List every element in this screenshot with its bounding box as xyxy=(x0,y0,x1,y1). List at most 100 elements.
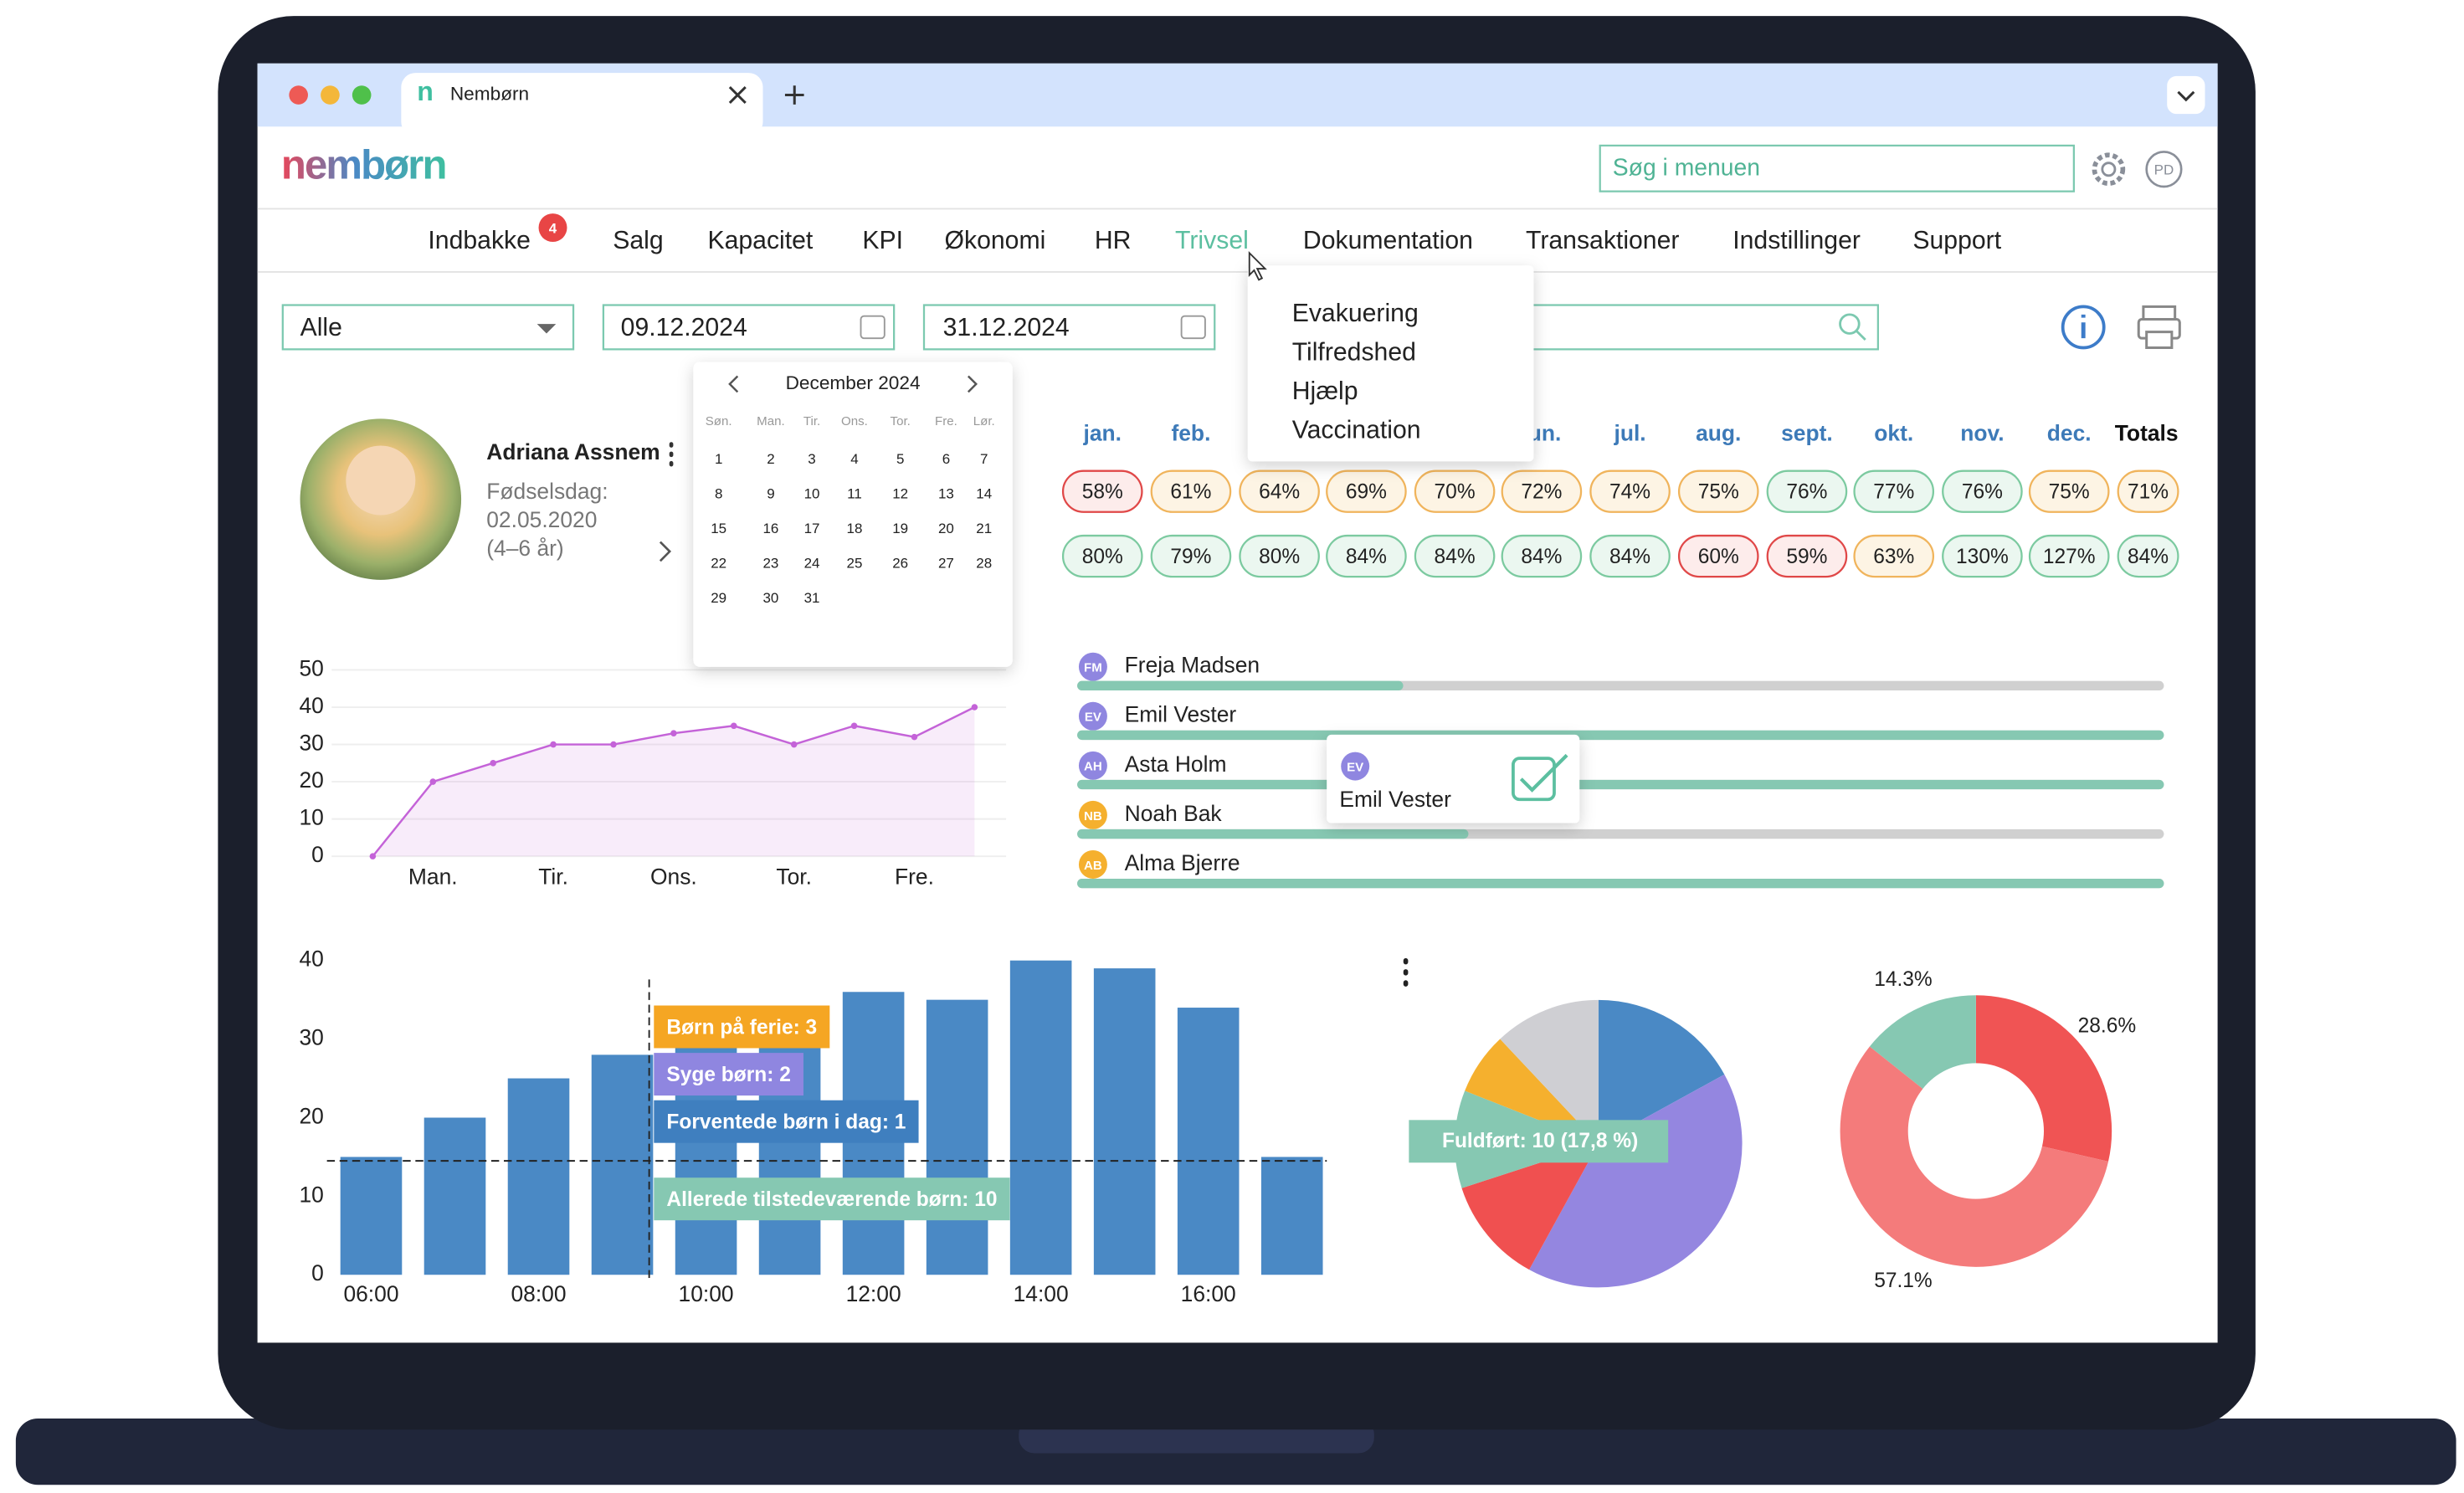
calendar-day[interactable]: 15 xyxy=(711,521,726,536)
annotation: Forventede børn i dag: 1 xyxy=(666,1111,906,1134)
calendar-day[interactable]: 28 xyxy=(976,556,992,572)
calendar-day[interactable]: 16 xyxy=(763,521,779,536)
calendar-day[interactable]: 9 xyxy=(767,485,774,501)
point xyxy=(429,778,437,785)
attendance-cell: 69% xyxy=(1346,481,1387,504)
avatar-initials: AB xyxy=(1084,859,1102,873)
nav-item[interactable]: Indstillinger xyxy=(1732,227,1861,254)
avatar-initials: EV xyxy=(1085,711,1101,725)
calendar-day[interactable]: 19 xyxy=(892,521,908,536)
nav-item[interactable]: Indbakke xyxy=(428,227,531,254)
attendance-pill xyxy=(1589,534,1671,578)
calendar-popup xyxy=(693,362,1013,667)
bar xyxy=(340,1157,403,1275)
user-avatar[interactable] xyxy=(2145,151,2183,188)
calendar-day[interactable]: 1 xyxy=(715,451,722,467)
settings-icon[interactable] xyxy=(2092,152,2126,187)
calendar-day[interactable]: 18 xyxy=(847,521,863,536)
calendar-day[interactable]: 11 xyxy=(847,485,862,501)
nav-item[interactable]: Økonomi xyxy=(945,227,1046,254)
calendar-day[interactable]: 13 xyxy=(938,485,954,501)
point xyxy=(369,853,377,859)
month-header: okt. xyxy=(1874,420,1913,445)
calendar-icon[interactable] xyxy=(1180,315,1206,340)
calendar-day[interactable]: 3 xyxy=(808,451,815,467)
child-name: Noah Bak xyxy=(1125,801,1223,826)
calendar-day[interactable]: 8 xyxy=(715,485,722,501)
calendar-day[interactable]: 23 xyxy=(763,556,779,572)
calendar-day[interactable]: 14 xyxy=(976,485,992,501)
avatar xyxy=(1078,701,1107,731)
calendar-day[interactable]: 4 xyxy=(850,451,858,467)
progress-bar xyxy=(1077,730,2164,741)
point xyxy=(670,730,677,736)
calendar-day[interactable]: 24 xyxy=(804,556,820,572)
calendar-prev[interactable] xyxy=(728,375,739,393)
calendar-day[interactable]: 31 xyxy=(804,590,820,606)
calendar-next[interactable] xyxy=(967,375,978,393)
tab-menu-button[interactable] xyxy=(2167,75,2205,115)
calendar-day[interactable]: 27 xyxy=(938,556,954,572)
attendance-pill xyxy=(1414,469,1496,513)
calendar-day[interactable]: 6 xyxy=(942,451,950,467)
calendar-day[interactable]: 30 xyxy=(763,590,779,606)
age: (4–6 år) xyxy=(486,536,563,561)
calendar-day[interactable]: 29 xyxy=(711,590,726,606)
attendance-cell: 75% xyxy=(2049,481,2090,504)
nav-item[interactable]: Trivsel xyxy=(1175,227,1249,254)
donut-slice xyxy=(1840,1046,2109,1267)
window-zoom[interactable] xyxy=(352,85,372,105)
calendar-day[interactable]: 7 xyxy=(980,451,988,467)
calendar-day[interactable]: 25 xyxy=(847,556,863,572)
nav-item[interactable]: KPI xyxy=(862,227,903,254)
attendance-cell: 84% xyxy=(1609,546,1650,568)
calendar-icon[interactable] xyxy=(860,315,886,340)
submenu-item[interactable]: Vaccination xyxy=(1292,417,1421,444)
date-from-input[interactable] xyxy=(602,304,896,351)
nav-item[interactable]: HR xyxy=(1095,227,1132,254)
tab-close-icon[interactable] xyxy=(728,86,747,105)
nav-item[interactable]: Dokumentation xyxy=(1303,227,1473,254)
group-select[interactable] xyxy=(281,304,575,351)
attendance-cell: 64% xyxy=(1259,481,1300,504)
birthday-label: Fødselsdag: xyxy=(486,479,608,504)
calendar-day[interactable]: 12 xyxy=(892,485,908,501)
x-tick-label: Ons. xyxy=(650,865,697,890)
nav-item[interactable]: Salg xyxy=(613,227,663,254)
nav-item[interactable]: Transaktioner xyxy=(1526,227,1679,254)
calendar-day[interactable]: 22 xyxy=(711,556,726,572)
window-minimize[interactable] xyxy=(321,85,340,105)
search-icon[interactable] xyxy=(1839,313,1861,335)
menu-search-box[interactable] xyxy=(1599,144,2075,192)
new-tab-icon[interactable] xyxy=(784,85,804,105)
date-to-input[interactable] xyxy=(922,304,1216,351)
attendance-cell: 84% xyxy=(2128,546,2169,568)
search-input[interactable] xyxy=(1483,304,1879,351)
attendance-pill xyxy=(2028,534,2110,578)
avatar xyxy=(1078,800,1107,829)
calendar-day[interactable]: 17 xyxy=(804,521,820,536)
submenu-item[interactable]: Hjælp xyxy=(1292,377,1358,405)
progress-bar xyxy=(1077,779,2164,790)
attendance-pill xyxy=(1239,469,1320,513)
totals-header: Totals xyxy=(2115,420,2179,445)
pie-slice xyxy=(1500,999,1599,1144)
nav-item[interactable]: Kapacitet xyxy=(707,227,813,254)
submenu-item[interactable]: Tilfredshed xyxy=(1292,338,1416,366)
avatar-initials: AH xyxy=(1084,760,1102,774)
window-close[interactable] xyxy=(289,85,308,105)
select-caret xyxy=(536,324,557,334)
calendar-day[interactable]: 21 xyxy=(976,521,992,536)
profile-name: Adriana Assnem xyxy=(486,439,660,464)
browser-tab[interactable] xyxy=(401,73,763,136)
calendar-day[interactable]: 20 xyxy=(938,521,954,536)
nav-item[interactable]: Support xyxy=(1912,227,2001,254)
submenu-item[interactable]: Evakuering xyxy=(1292,300,1419,327)
calendar-day[interactable]: 10 xyxy=(804,485,820,501)
calendar-day[interactable]: 5 xyxy=(896,451,904,467)
calendar-weekday: Man. xyxy=(757,414,785,428)
calendar-day[interactable]: 26 xyxy=(892,556,908,572)
profile-next[interactable] xyxy=(659,541,672,562)
avatar-initials: FM xyxy=(1084,661,1102,675)
calendar-day[interactable]: 2 xyxy=(767,451,774,467)
